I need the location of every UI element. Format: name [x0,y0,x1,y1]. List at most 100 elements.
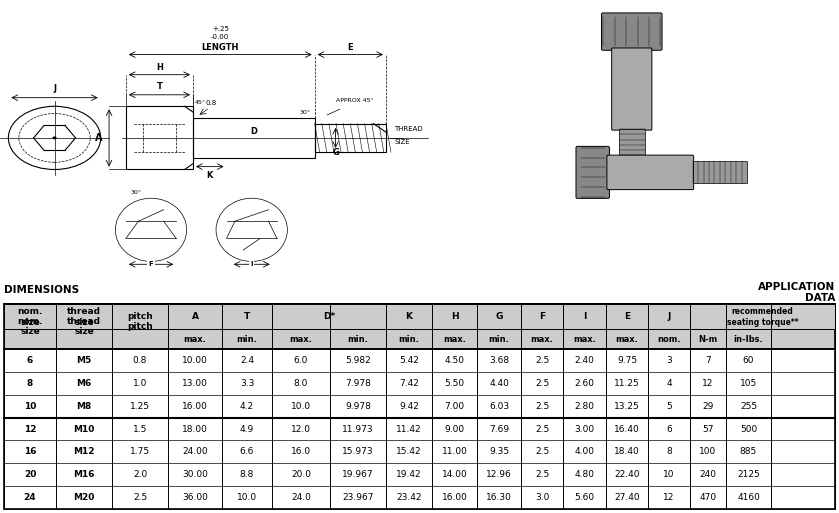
Text: 23.967: 23.967 [342,493,373,502]
Text: 5: 5 [666,402,672,411]
Text: SIZE: SIZE [394,140,410,145]
Text: 3.0: 3.0 [534,493,550,502]
Text: K: K [206,171,213,180]
Text: LENGTH: LENGTH [201,43,239,52]
Text: M6: M6 [76,379,91,388]
Text: max.: max. [616,334,638,344]
Text: A: A [96,133,102,143]
Text: max.: max. [530,334,554,344]
Text: 4: 4 [666,379,672,388]
Text: 16.00: 16.00 [182,402,208,411]
Polygon shape [4,463,835,486]
Bar [693,162,748,183]
Text: 8: 8 [27,379,33,388]
Text: 2.5: 2.5 [535,356,549,365]
Text: min.: min. [237,334,258,344]
Text: 4.00: 4.00 [575,447,595,457]
Text: 60: 60 [743,356,754,365]
Text: 16.00: 16.00 [441,493,467,502]
Text: 30°: 30° [130,190,141,194]
Text: 10.0: 10.0 [291,402,311,411]
Text: +.25: +.25 [211,26,229,32]
Text: J: J [667,312,670,321]
Text: 4.80: 4.80 [575,470,595,479]
Text: 20: 20 [23,470,36,479]
FancyBboxPatch shape [612,48,652,130]
Text: A: A [191,312,199,321]
Text: 9.35: 9.35 [489,447,509,457]
Text: 7.00: 7.00 [445,402,465,411]
Text: nom.
size: nom. size [18,317,43,337]
Text: 36.00: 36.00 [182,493,208,502]
Polygon shape [690,304,835,329]
Text: H: H [451,312,458,321]
Text: 2.5: 2.5 [133,493,147,502]
Text: 12.0: 12.0 [291,425,311,433]
Text: 5.42: 5.42 [399,356,419,365]
Text: 2.80: 2.80 [575,402,595,411]
Text: 45°: 45° [195,100,206,105]
Text: 7.69: 7.69 [489,425,509,433]
Text: 1.5: 1.5 [133,425,147,433]
Text: 19.967: 19.967 [342,470,374,479]
Text: 1.75: 1.75 [130,447,150,457]
Polygon shape [4,395,835,418]
Text: DATA: DATA [805,293,835,304]
Text: 30°: 30° [300,110,310,115]
Polygon shape [4,372,835,395]
Text: 6.0: 6.0 [294,356,308,365]
Text: 12.96: 12.96 [486,470,512,479]
Text: 4160: 4160 [737,493,760,502]
Text: 10.00: 10.00 [182,356,208,365]
Text: D: D [250,127,258,136]
Text: 24: 24 [23,493,36,502]
Text: 16: 16 [23,447,36,457]
Text: 885: 885 [740,447,757,457]
Text: 27.40: 27.40 [614,493,640,502]
Text: 0.8: 0.8 [206,101,216,106]
Text: 2.60: 2.60 [575,379,595,388]
Text: 12: 12 [664,493,675,502]
Text: 2.5: 2.5 [535,425,549,433]
Polygon shape [4,349,835,372]
Circle shape [52,136,57,140]
Text: THREAD: THREAD [394,126,423,132]
Text: I: I [583,312,586,321]
Text: 13.25: 13.25 [614,402,640,411]
Polygon shape [272,304,386,329]
Text: 3.00: 3.00 [575,425,595,433]
Text: thread
size: thread size [67,307,101,327]
Text: 470: 470 [700,493,717,502]
FancyBboxPatch shape [602,13,662,50]
Text: max.: max. [289,334,312,344]
Text: M12: M12 [73,447,95,457]
Text: 12: 12 [702,379,714,388]
Bar [619,129,644,181]
Text: N-m: N-m [698,334,717,344]
Text: 4.2: 4.2 [240,402,254,411]
Text: 8.8: 8.8 [240,470,254,479]
Text: 11.973: 11.973 [342,425,374,433]
Text: 3.3: 3.3 [240,379,254,388]
Text: M5: M5 [76,356,91,365]
Text: 8: 8 [666,447,672,457]
Text: 105: 105 [740,379,757,388]
Text: 8.0: 8.0 [294,379,308,388]
Text: 29: 29 [702,402,714,411]
Text: 2.5: 2.5 [535,447,549,457]
Text: 9.00: 9.00 [445,425,465,433]
Polygon shape [4,304,835,349]
Text: E: E [624,312,630,321]
Text: 18.00: 18.00 [182,425,208,433]
Text: K: K [405,312,413,321]
Text: nom.: nom. [657,334,680,344]
Text: 5.982: 5.982 [345,356,371,365]
Text: E: E [347,43,353,52]
Text: 20.0: 20.0 [291,470,311,479]
Text: G: G [332,148,339,157]
Text: 100: 100 [700,447,717,457]
Text: 10: 10 [23,402,36,411]
Text: 5.60: 5.60 [575,493,595,502]
Text: 23.42: 23.42 [396,493,422,502]
Text: 6: 6 [666,425,672,433]
